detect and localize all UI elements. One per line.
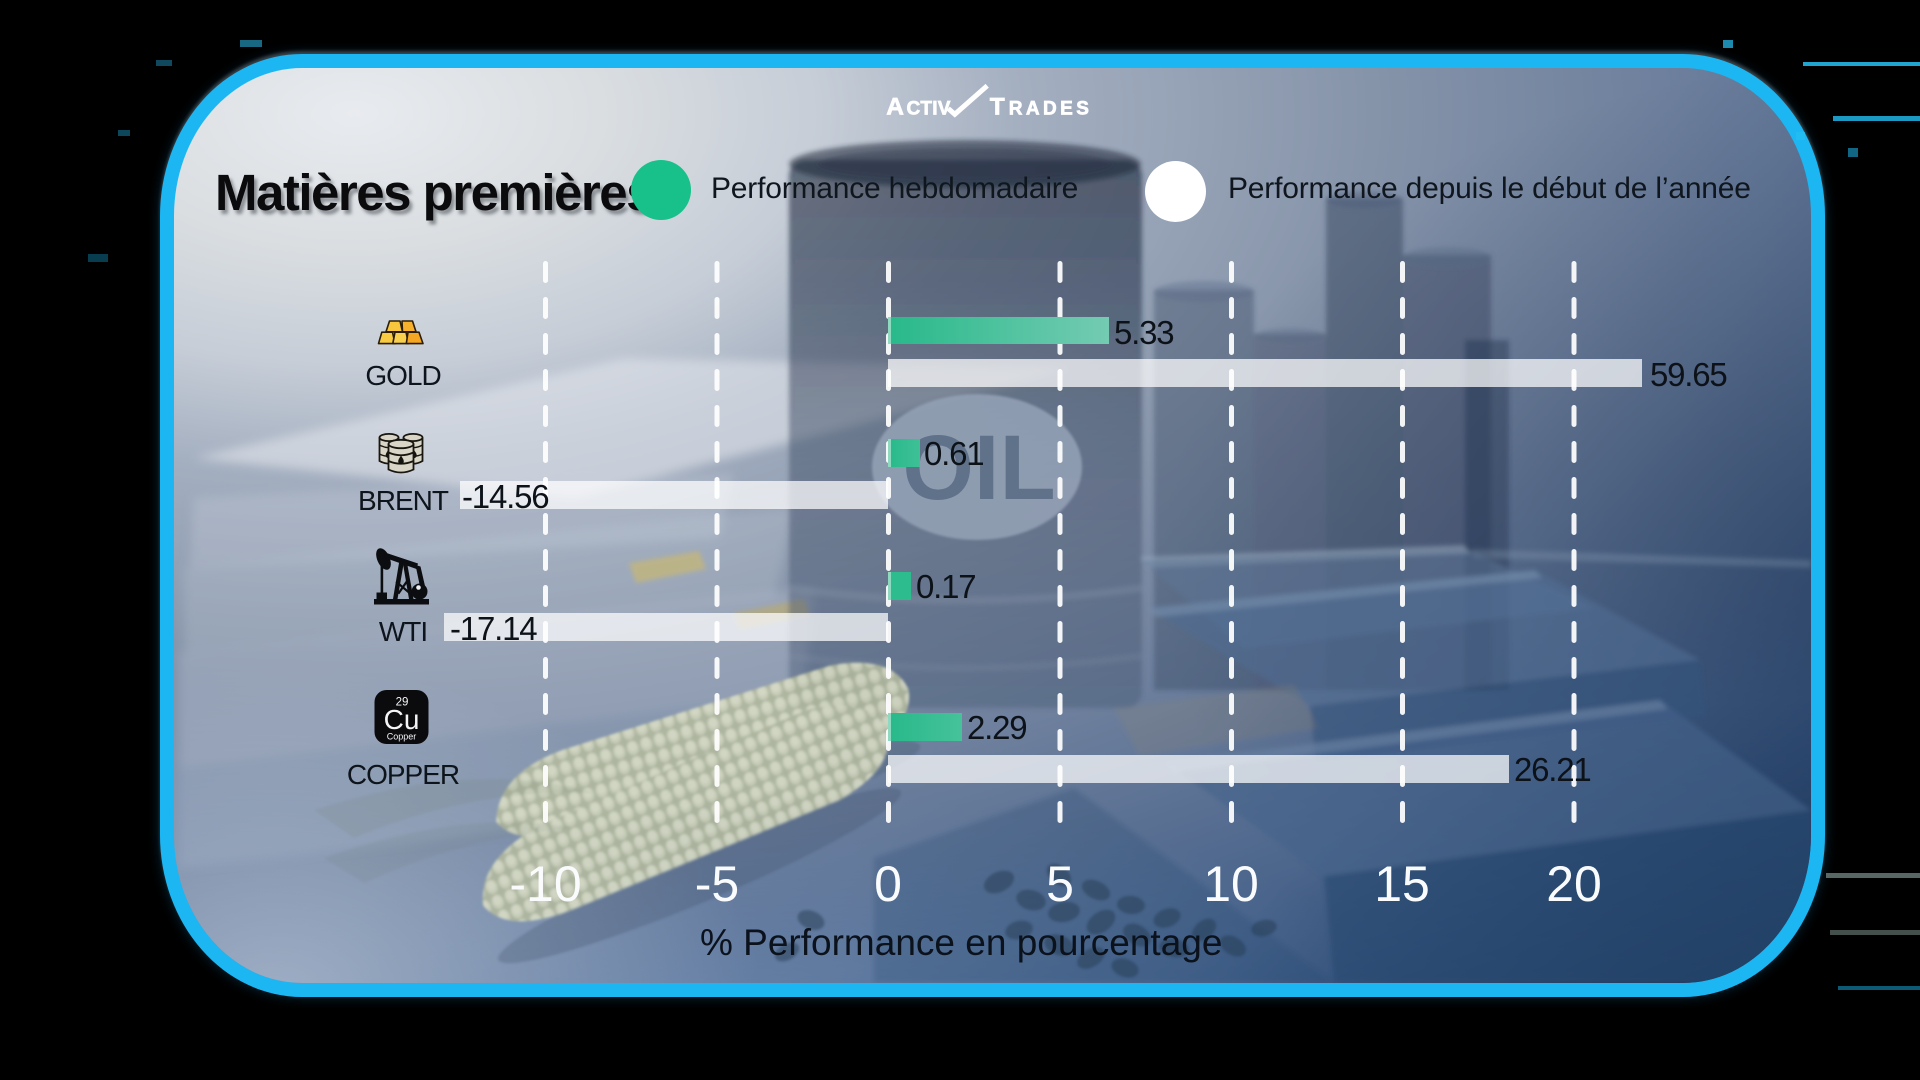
svg-text:OIL: OIL bbox=[902, 417, 1055, 519]
svg-text:CTIV: CTIV bbox=[907, 99, 951, 120]
svg-text:Cu: Cu bbox=[384, 704, 420, 735]
svg-text:29: 29 bbox=[396, 697, 409, 709]
svg-text:RADES: RADES bbox=[1009, 99, 1093, 120]
svg-text:T: T bbox=[990, 94, 1005, 121]
svg-text:A: A bbox=[886, 94, 904, 121]
svg-text:Copper: Copper bbox=[387, 732, 417, 742]
